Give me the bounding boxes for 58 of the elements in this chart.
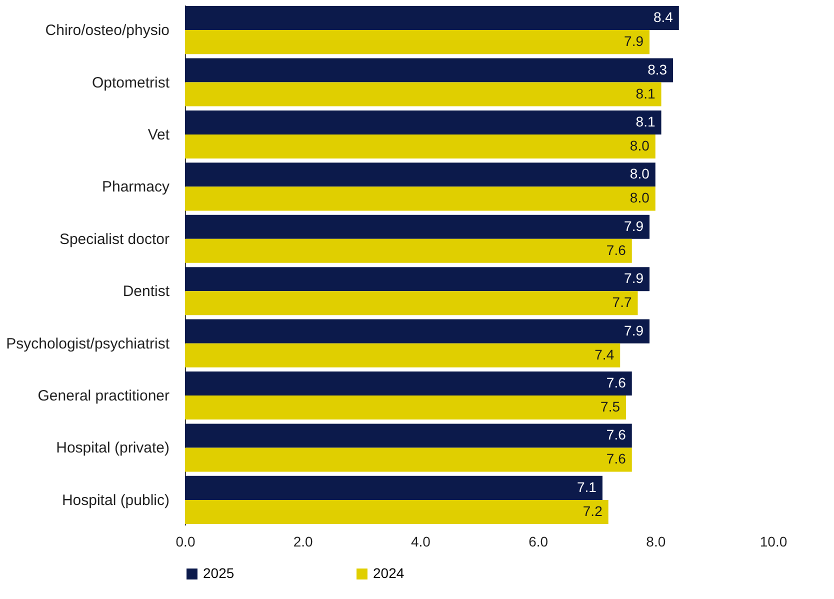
- x-tick-label: 6.0: [528, 534, 548, 550]
- data-label: 7.6: [606, 450, 626, 467]
- bar: [185, 214, 650, 239]
- y-tick-label: Specialist doctor: [59, 230, 170, 248]
- data-label: 7.1: [577, 478, 597, 495]
- y-tick-label: Hospital (public): [62, 492, 170, 509]
- x-tick-label: 0.0: [176, 534, 196, 550]
- y-tick-label: Hospital (private): [56, 440, 170, 457]
- bar: [185, 319, 650, 344]
- bar: [185, 372, 632, 396]
- y-tick-label: General practitioner: [38, 388, 170, 405]
- legend-label: 2024: [373, 565, 404, 581]
- data-label: 7.6: [606, 426, 626, 443]
- bar: [185, 186, 656, 211]
- bar: [185, 476, 602, 500]
- bar: [185, 396, 626, 420]
- y-tick-label: Psychologist/psychiatrist: [6, 335, 170, 352]
- data-label: 8.0: [630, 137, 650, 154]
- data-label: 7.6: [606, 242, 626, 258]
- data-label: 7.5: [600, 398, 620, 415]
- x-tick-label: 10.0: [760, 534, 788, 550]
- y-tick-label: Pharmacy: [102, 178, 170, 196]
- data-label: 7.7: [612, 294, 632, 310]
- data-label: 7.9: [624, 322, 644, 338]
- legend-label: 2025: [203, 565, 234, 581]
- bar: [185, 238, 632, 263]
- bar: [185, 82, 662, 106]
- x-tick-label: 4.0: [410, 534, 431, 550]
- x-tick-label: 8.0: [646, 534, 666, 550]
- x-tick-label: 2.0: [293, 534, 314, 550]
- y-tick-label: Dentist: [122, 283, 170, 300]
- data-label: 7.4: [594, 346, 614, 362]
- bar: [185, 424, 632, 448]
- bar: [185, 291, 638, 316]
- bar: [185, 162, 656, 187]
- bar: [185, 6, 679, 30]
- data-label: 8.3: [648, 61, 668, 78]
- bar: [185, 267, 650, 292]
- bar: [185, 58, 674, 82]
- data-label: 8.4: [653, 9, 674, 26]
- y-tick-label: Optometrist: [92, 74, 170, 92]
- bar: [185, 500, 608, 524]
- data-label: 8.1: [636, 113, 656, 130]
- data-label: 7.6: [606, 374, 626, 391]
- data-label: 8.0: [630, 166, 650, 182]
- data-label: 7.9: [624, 270, 644, 286]
- bar: [185, 134, 656, 158]
- data-label: 8.0: [630, 190, 650, 206]
- bar: [185, 30, 650, 54]
- bar: [185, 110, 662, 134]
- y-tick-label: Chiro/osteo/physio: [45, 22, 170, 40]
- y-tick-label: Vet: [148, 126, 170, 144]
- data-label: 7.9: [624, 33, 644, 50]
- bar: [185, 448, 632, 472]
- bar: [185, 343, 620, 368]
- data-label: 8.1: [636, 85, 656, 102]
- data-label: 7.2: [582, 502, 603, 519]
- data-label: 7.9: [624, 218, 644, 234]
